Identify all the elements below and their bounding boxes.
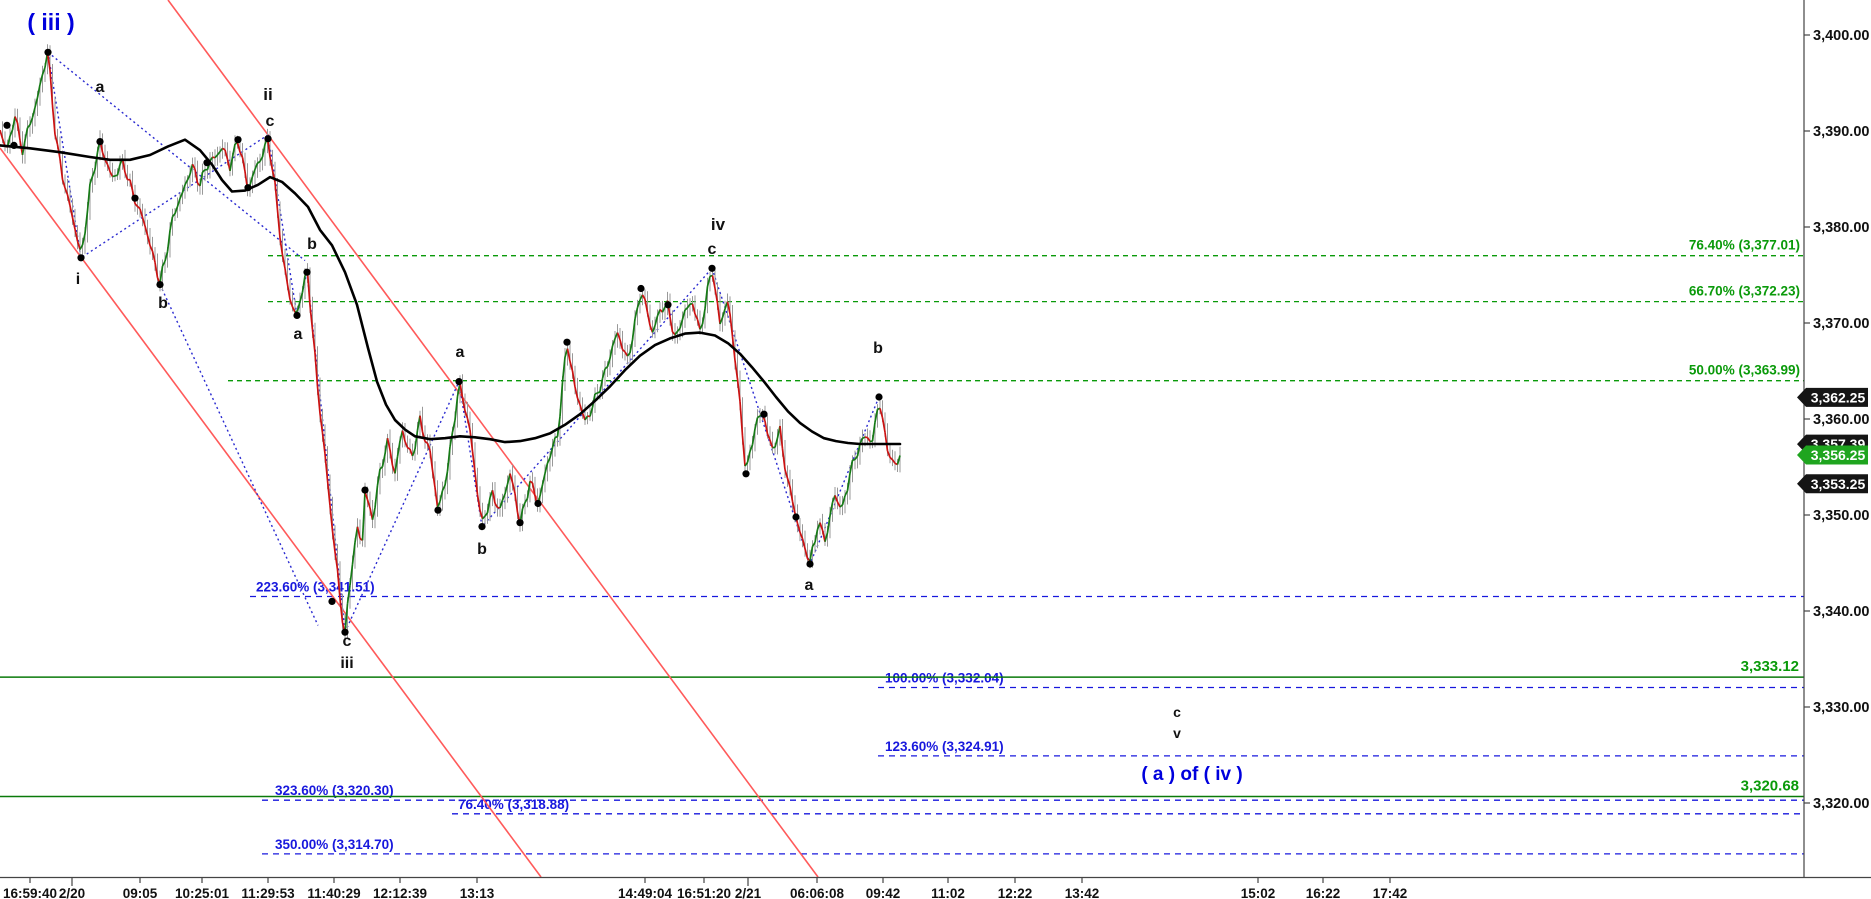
svg-text:3,353.25: 3,353.25	[1811, 476, 1866, 492]
svg-text:( iii ): ( iii )	[27, 9, 74, 35]
svg-text:12:12:39: 12:12:39	[373, 886, 427, 899]
svg-text:c: c	[266, 113, 275, 130]
svg-text:2/21: 2/21	[735, 886, 762, 899]
svg-text:13:42: 13:42	[1065, 886, 1100, 899]
svg-text:2/20: 2/20	[59, 886, 85, 899]
svg-text:350.00% (3,314.70): 350.00% (3,314.70)	[275, 837, 394, 852]
time-axis[interactable]: 16:59:40 2/20 09:05 10:25:01 11:29:53 11:40:2…	[0, 876, 1871, 899]
svg-text:14:49:04: 14:49:04	[618, 886, 673, 899]
svg-text:50.00% (3,363.99): 50.00% (3,363.99)	[1689, 363, 1800, 378]
svg-text:09:42: 09:42	[866, 886, 901, 899]
svg-text:3,320.00: 3,320.00	[1813, 796, 1869, 812]
svg-text:a: a	[96, 79, 105, 96]
wave-degree-labels: ( iii ) ( a ) of ( iv )	[27, 9, 1242, 785]
svg-text:76.40% (3,318.88): 76.40% (3,318.88)	[458, 797, 569, 812]
svg-text:i: i	[76, 271, 80, 288]
svg-text:76.40% (3,377.01): 76.40% (3,377.01)	[1689, 238, 1800, 253]
svg-text:3,370.00: 3,370.00	[1813, 316, 1869, 332]
svg-text:66.70% (3,372.23): 66.70% (3,372.23)	[1689, 284, 1800, 299]
svg-text:3,330.00: 3,330.00	[1813, 700, 1869, 716]
fib-extension-blue[interactable]: 223.60% (3,341.51) 100.00% (3,332.04) 123.…	[250, 580, 1804, 855]
svg-text:16:22: 16:22	[1306, 886, 1341, 899]
svg-text:3,356.25: 3,356.25	[1811, 447, 1866, 463]
svg-text:3,380.00: 3,380.00	[1813, 220, 1869, 236]
svg-text:c: c	[1173, 704, 1181, 720]
svg-text:3,320.68: 3,320.68	[1741, 778, 1799, 795]
svg-text:b: b	[873, 340, 883, 357]
svg-text:223.60% (3,341.51): 223.60% (3,341.51)	[256, 580, 375, 595]
svg-text:b: b	[477, 541, 487, 558]
svg-text:iii: iii	[340, 655, 353, 672]
moving-average-line[interactable]	[0, 138, 902, 446]
svg-text:13:13: 13:13	[460, 886, 495, 899]
price-badges: 3,362.253,357.393,356.253,353.25	[1797, 387, 1868, 494]
svg-text:3,362.25: 3,362.25	[1811, 389, 1866, 405]
svg-text:09:05: 09:05	[123, 886, 158, 899]
svg-text:12:22: 12:22	[998, 886, 1033, 899]
elliott-zigzag-lines[interactable]	[47, 51, 880, 633]
swing-point-dots	[3, 48, 883, 636]
svg-text:v: v	[1173, 725, 1181, 741]
svg-text:3,360.00: 3,360.00	[1813, 412, 1869, 428]
svg-text:ii: ii	[263, 85, 272, 104]
svg-text:11:29:53: 11:29:53	[241, 886, 295, 899]
svg-text:06:06:08: 06:06:08	[790, 886, 845, 899]
svg-text:c: c	[708, 241, 717, 258]
svg-text:c: c	[343, 633, 352, 650]
svg-text:3,350.00: 3,350.00	[1813, 508, 1869, 524]
svg-text:3,400.00: 3,400.00	[1813, 28, 1869, 44]
svg-text:3,333.12: 3,333.12	[1741, 658, 1799, 675]
horizontal-price-levels[interactable]: 3,333.12 3,320.68	[0, 658, 1804, 798]
price-bars-wicks	[2, 44, 901, 640]
svg-text:323.60% (3,320.30): 323.60% (3,320.30)	[275, 783, 394, 798]
svg-text:123.60% (3,324.91): 123.60% (3,324.91)	[885, 739, 1004, 754]
svg-text:17:42: 17:42	[1373, 886, 1408, 899]
svg-text:16:59:40: 16:59:40	[3, 886, 57, 899]
price-bars	[0, 52, 901, 634]
trend-channel-lines[interactable]	[0, 0, 819, 878]
svg-text:15:02: 15:02	[1241, 886, 1276, 899]
fib-retracement-green[interactable]: 76.40% (3,377.01) 66.70% (3,372.23) 50.00%…	[228, 238, 1804, 382]
svg-text:10:25:01: 10:25:01	[175, 886, 230, 899]
svg-text:b: b	[307, 236, 317, 253]
svg-text:11:40:29: 11:40:29	[307, 886, 360, 899]
svg-text:( a ) of ( iv ): ( a ) of ( iv )	[1141, 764, 1242, 785]
svg-text:a: a	[805, 577, 814, 594]
svg-text:16:51:20: 16:51:20	[677, 886, 731, 899]
svg-text:3,390.00: 3,390.00	[1813, 124, 1869, 140]
svg-text:a: a	[294, 326, 303, 343]
svg-text:11:02: 11:02	[931, 886, 965, 899]
svg-text:a: a	[456, 344, 465, 361]
price-axis[interactable]: 3,400.00 3,390.00 3,380.00 3,370.00 3,360.00…	[1803, 0, 1869, 878]
svg-text:100.00% (3,332.04): 100.00% (3,332.04)	[885, 671, 1004, 686]
svg-text:iv: iv	[711, 215, 726, 234]
svg-text:3,340.00: 3,340.00	[1813, 604, 1869, 620]
svg-text:b: b	[158, 295, 168, 312]
